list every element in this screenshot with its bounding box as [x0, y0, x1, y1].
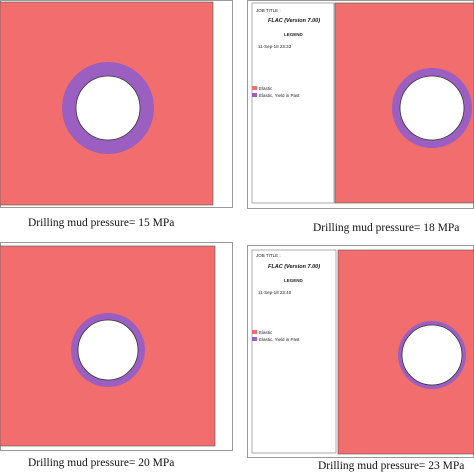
panel: JOB TITLE : FLAC (Version 7.00) LEGEND 1… [247, 245, 474, 472]
borehole [399, 75, 465, 141]
legend-title: LEGEND [284, 278, 304, 283]
legend-item: Elastic, Yield in Past [259, 93, 300, 98]
program: FLAC (Version 7.00) [268, 18, 320, 24]
caption: Drilling mud pressure= 20 MPa [28, 457, 174, 469]
program: FLAC (Version 7.00) [268, 264, 320, 270]
borehole [77, 319, 139, 381]
borehole [401, 324, 463, 386]
legend-swatch [252, 86, 257, 90]
caption: Drilling mud pressure= 15 MPa [28, 217, 174, 229]
legend-title: LEGEND [284, 32, 304, 37]
panel: JOB TITLE : FLAC (Version 7.00) LEGEND 1… [247, 0, 474, 234]
panel: Drilling mud pressure= 20 MPa [0, 242, 233, 469]
legend-swatch [252, 337, 257, 341]
caption: Drilling mud pressure= 18 MPa [313, 222, 459, 234]
date: 11-Sep-18 23:33 [258, 44, 292, 49]
job-title: JOB TITLE : [256, 8, 281, 13]
borehole [75, 75, 141, 141]
legend-box [251, 249, 337, 454]
legend-item: Elastic [259, 86, 273, 91]
legend-item: Elastic, Yield in Past [259, 337, 300, 342]
date: 11-Sep-18 23:40 [258, 290, 292, 295]
legend-box [251, 2, 335, 204]
panel: Drilling mud pressure= 15 MPa [0, 0, 233, 229]
legend-swatch [252, 93, 257, 97]
legend-item: Elastic [259, 330, 273, 335]
job-title: JOB TITLE : [256, 253, 281, 258]
legend-swatch [252, 330, 257, 334]
caption: Drilling mud pressure= 23 MPa [318, 460, 464, 472]
